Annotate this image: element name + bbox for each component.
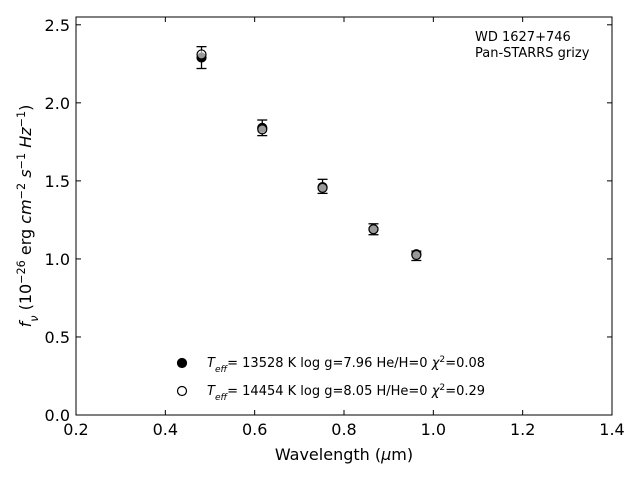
data-points [196,49,422,261]
x-tick-label: 0.2 [63,420,88,439]
x-tick-label: 0.8 [331,420,356,439]
axis-ticks: 0.2 0.4 0.6 0.8 1.0 1.2 1.4 0.0 0.5 1.0 1.5 2.0 2.5 [45,16,625,439]
x-axis-label: Wavelength (μm) [275,445,413,464]
model-point-open [368,224,379,235]
legend-entry: Teff= 14454 K log g=8.05 H/He=0 χ2=0.29 [207,383,485,403]
model-point-open [317,182,328,194]
annotation-survey: Pan-STARRS grizy [475,46,590,61]
y-tick-label: 2.5 [45,16,70,35]
model-point-open [196,49,207,60]
annotation: WD 1627+746 [475,30,571,45]
legend-marker-filled [176,357,188,369]
x-tick-label: 1.4 [599,420,624,439]
y-tick-label: 1.5 [45,172,70,191]
y-tick-label: 0.0 [45,406,70,425]
y-tick-label: 2.0 [45,94,70,113]
x-tick-label: 0.4 [153,420,178,439]
model-point-open [257,124,268,135]
model-point-open [411,249,422,261]
legend-entry: Teff= 13528 K log g=7.96 He/H=0 χ2=0.08 [207,355,485,375]
y-axis-label: fν (10−26 erg cm−2 s−1 Hz−1) [15,105,41,328]
x-tick-label: 1.2 [510,420,535,439]
error-bars [196,46,422,262]
x-tick-label: 0.6 [242,420,267,439]
legend-marker-open [176,385,188,397]
annotation-object: WD 1627+746 [475,30,571,45]
x-tick-label: 1.0 [421,420,446,439]
y-tick-label: 0.5 [45,328,70,347]
annotation-survey-text: Pan-STARRS grizy [475,46,590,61]
legend: Teff= 13528 K log g=7.96 He/H=0 χ2=0.08 T… [176,355,485,403]
y-tick-label: 1.0 [45,250,70,269]
